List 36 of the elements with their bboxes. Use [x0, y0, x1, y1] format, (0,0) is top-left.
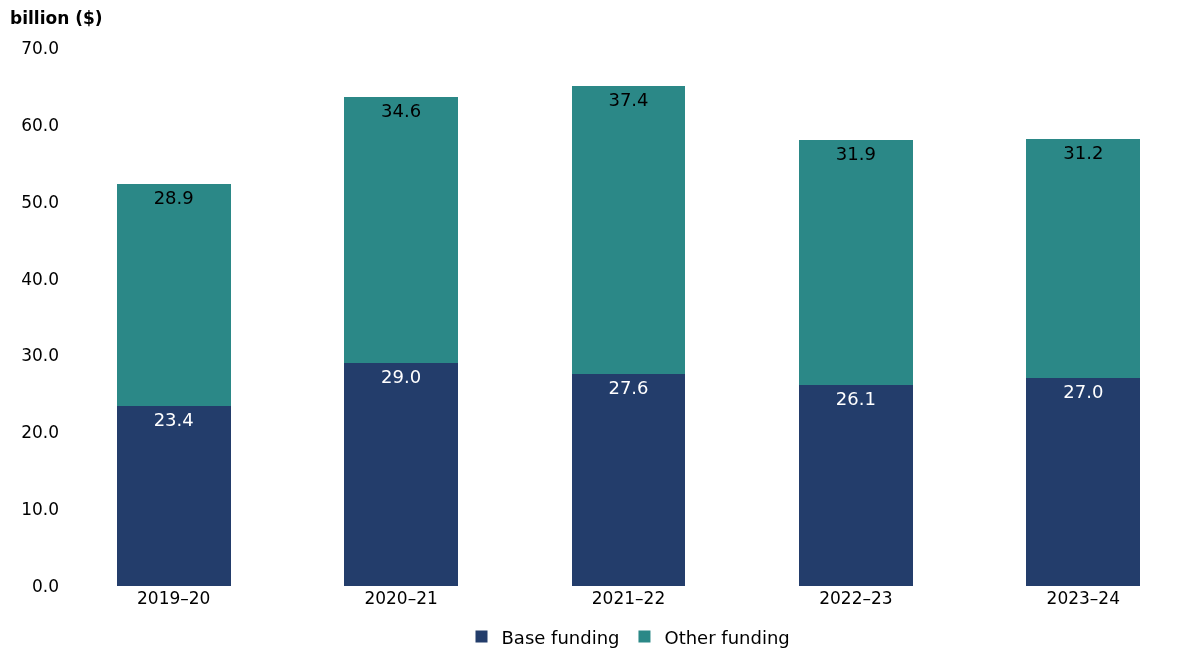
- x-tick-label: 2023–24: [1046, 588, 1120, 608]
- y-tick-label: 70.0: [21, 37, 59, 58]
- data-label: 34.6: [381, 100, 422, 122]
- y-tick-label: 50.0: [21, 191, 59, 212]
- bar: [1026, 138, 1141, 379]
- bar: [116, 406, 231, 586]
- data-label: 27.6: [608, 376, 649, 398]
- bar: [1026, 378, 1141, 586]
- data-label: 29.0: [381, 366, 422, 388]
- y-tick-label: 30.0: [21, 345, 59, 366]
- bar: [571, 86, 686, 374]
- data-label: 23.4: [153, 409, 194, 431]
- x-tick-label: 2020–21: [364, 588, 438, 608]
- legend-label: Other funding: [664, 626, 790, 648]
- bar: [799, 385, 913, 586]
- y-tick-label: 60.0: [21, 114, 59, 135]
- y-axis-title: billion ($): [10, 8, 103, 28]
- data-label: 31.9: [835, 143, 876, 165]
- bar: [116, 184, 231, 407]
- y-tick-label: 20.0: [21, 422, 59, 443]
- bar: [799, 140, 913, 386]
- data-label: 28.9: [153, 187, 194, 209]
- y-tick-label: 0.0: [31, 575, 59, 596]
- y-tick-label: 10.0: [21, 499, 59, 520]
- data-label: 26.1: [835, 388, 876, 410]
- x-tick-label: 2021–22: [591, 588, 666, 608]
- x-tick-label: 2019–20: [137, 588, 211, 608]
- y-tick-label: 40.0: [21, 268, 59, 289]
- x-tick-label: 2022–23: [819, 588, 893, 608]
- bar: [344, 363, 458, 586]
- bar: [344, 97, 458, 364]
- data-label: 31.2: [1063, 141, 1104, 163]
- data-label: 37.4: [608, 89, 649, 111]
- legend-label: Base funding: [501, 626, 620, 648]
- data-label: 27.0: [1063, 381, 1104, 403]
- bar: [571, 373, 686, 586]
